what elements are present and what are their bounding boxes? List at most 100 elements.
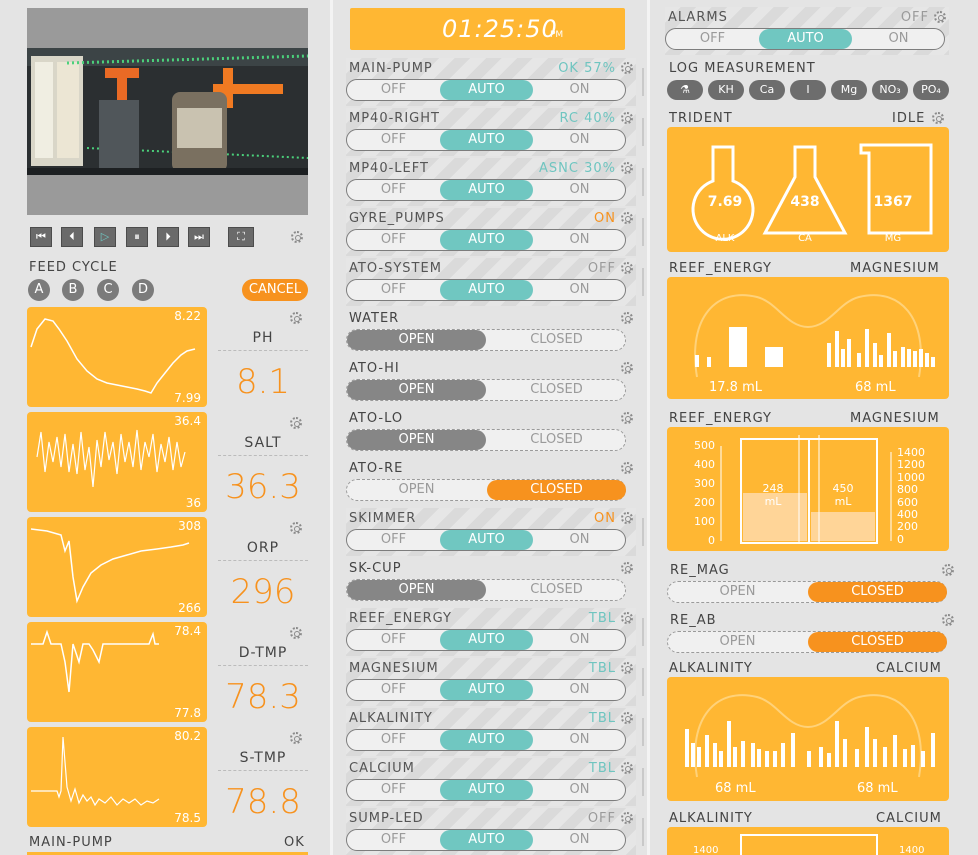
ato-lo-closed[interactable]: CLOSED xyxy=(530,432,583,447)
sk-cup-toggle[interactable]: OPEN CLOSED xyxy=(346,579,626,601)
sk-cup-closed[interactable]: CLOSED xyxy=(530,582,583,597)
ato-re-settings-icon[interactable] xyxy=(621,462,633,474)
magnesium-on[interactable]: ON xyxy=(569,682,590,697)
mp40-left-toggle[interactable]: OFF AUTO ON xyxy=(346,179,626,201)
ato-hi-open[interactable]: OPEN xyxy=(347,380,486,400)
ato-system-row[interactable]: ATO-SYSTEM OFF OFF AUTO ON xyxy=(346,258,644,306)
orp-settings-icon[interactable] xyxy=(290,522,302,534)
alkalinity-auto[interactable]: AUTO xyxy=(440,730,533,750)
alarms-toggle[interactable]: OFF AUTO ON xyxy=(665,28,945,50)
dose2-panel[interactable]: 68 mL 68 mL xyxy=(667,677,949,801)
ato-hi-row[interactable]: ATO-HI OPEN CLOSED xyxy=(346,358,636,406)
mp40-right-row[interactable]: MP40-RIGHT RC 40% OFF AUTO ON xyxy=(346,108,644,156)
alkalinity-toggle[interactable]: OFF AUTO ON xyxy=(346,729,626,751)
ato-hi-toggle[interactable]: OPEN CLOSED xyxy=(346,379,626,401)
sump-led-toggle[interactable]: OFF AUTO ON xyxy=(346,829,626,851)
magnesium-toggle[interactable]: OFF AUTO ON xyxy=(346,679,626,701)
water-settings-icon[interactable] xyxy=(621,312,633,324)
main-pump-off[interactable]: OFF xyxy=(380,82,407,97)
sump-temp-chart[interactable]: 80.2 78.5 xyxy=(27,727,207,827)
sump-led-off[interactable]: OFF xyxy=(380,832,407,847)
calcium-on[interactable]: ON xyxy=(569,782,590,797)
step-back-button[interactable]: ⏴ xyxy=(61,227,83,247)
log-no3-button[interactable]: NO₃ xyxy=(872,80,908,100)
ato-hi-closed[interactable]: CLOSED xyxy=(530,382,583,397)
log-kh-button[interactable]: KH xyxy=(708,80,744,100)
skimmer-toggle[interactable]: OFF AUTO ON xyxy=(346,529,626,551)
log-ca-button[interactable]: Ca xyxy=(749,80,785,100)
re-mag-settings-icon[interactable] xyxy=(942,564,954,576)
dose1-panel[interactable]: 17.8 mL 68 mL xyxy=(667,277,949,399)
calcium-row[interactable]: CALCIUM TBL OFF AUTO ON xyxy=(346,758,644,806)
sk-cup-open[interactable]: OPEN xyxy=(347,580,486,600)
re-ab-toggle[interactable]: OPEN CLOSED xyxy=(667,631,947,653)
water-row[interactable]: WATER OPEN CLOSED xyxy=(346,308,636,356)
ato-system-auto[interactable]: AUTO xyxy=(440,280,533,300)
orp-metric[interactable]: ORP 296 xyxy=(218,520,308,620)
salt-metric[interactable]: SALT 36.3 xyxy=(218,415,308,515)
alarms-settings-icon[interactable] xyxy=(934,11,946,23)
re-mag-row[interactable]: RE_MAG OPEN CLOSED xyxy=(667,560,957,608)
mp40-left-row[interactable]: MP40-LEFT ASNC 30% OFF AUTO ON xyxy=(346,158,644,206)
skimmer-auto[interactable]: AUTO xyxy=(440,530,533,550)
orp-chart[interactable]: 308 266 xyxy=(27,517,207,617)
re-ab-row[interactable]: RE_AB OPEN CLOSED xyxy=(667,610,957,658)
ph-metric[interactable]: PH 8.1 xyxy=(218,310,308,410)
reef-energy-off[interactable]: OFF xyxy=(380,632,407,647)
gyre-pumps-off[interactable]: OFF xyxy=(380,232,407,247)
feed-d-button[interactable]: D xyxy=(132,279,154,301)
alkalinity-on[interactable]: ON xyxy=(569,732,590,747)
ato-lo-open[interactable]: OPEN xyxy=(347,430,486,450)
water-closed[interactable]: CLOSED xyxy=(530,332,583,347)
sk-cup-settings-icon[interactable] xyxy=(621,562,633,574)
feed-b-button[interactable]: B xyxy=(62,279,84,301)
ato-re-row[interactable]: ATO-RE OPEN CLOSED xyxy=(346,458,636,506)
sump-led-on[interactable]: ON xyxy=(569,832,590,847)
salt-chart[interactable]: 36.4 36 xyxy=(27,412,207,512)
ato-re-open[interactable]: OPEN xyxy=(398,482,435,497)
display-temp-metric[interactable]: D-TMP 78.3 xyxy=(218,625,308,725)
mp40-right-off[interactable]: OFF xyxy=(380,132,407,147)
mp40-right-auto[interactable]: AUTO xyxy=(440,130,533,150)
skip-forward-button[interactable]: ⏭ xyxy=(188,227,210,247)
calcium-auto[interactable]: AUTO xyxy=(440,780,533,800)
skip-back-button[interactable]: ⏮ xyxy=(30,227,52,247)
mp40-left-off[interactable]: OFF xyxy=(380,182,407,197)
alkalinity-row[interactable]: ALKALINITY TBL OFF AUTO ON xyxy=(346,708,644,756)
salt-settings-icon[interactable] xyxy=(290,417,302,429)
ato-system-toggle[interactable]: OFF AUTO ON xyxy=(346,279,626,301)
ato-lo-row[interactable]: ATO-LO OPEN CLOSED xyxy=(346,408,636,456)
magnesium-row[interactable]: MAGNESIUM TBL OFF AUTO ON xyxy=(346,658,644,706)
main-pump-settings-icon[interactable] xyxy=(621,62,633,74)
magnesium-auto[interactable]: AUTO xyxy=(440,680,533,700)
re-ab-closed[interactable]: CLOSED xyxy=(808,632,947,652)
sump-led-row[interactable]: SUMP-LED OFF OFF AUTO ON xyxy=(346,808,644,855)
re-mag-open[interactable]: OPEN xyxy=(719,584,756,599)
sump-temp-settings-icon[interactable] xyxy=(290,732,302,744)
pause-button[interactable]: ⏸ xyxy=(126,227,148,247)
reef-energy-auto[interactable]: AUTO xyxy=(440,630,533,650)
skimmer-on[interactable]: ON xyxy=(569,532,590,547)
ato-lo-toggle[interactable]: OPEN CLOSED xyxy=(346,429,626,451)
display-temp-settings-icon[interactable] xyxy=(290,627,302,639)
ph-settings-icon[interactable] xyxy=(290,312,302,324)
gyre-pumps-on[interactable]: ON xyxy=(569,232,590,247)
skimmer-row[interactable]: SKIMMER ON OFF AUTO ON xyxy=(346,508,644,556)
reef-energy-settings-icon[interactable] xyxy=(621,612,633,624)
skimmer-settings-icon[interactable] xyxy=(621,512,633,524)
ato-system-off[interactable]: OFF xyxy=(380,282,407,297)
re-ab-open[interactable]: OPEN xyxy=(719,634,756,649)
water-open[interactable]: OPEN xyxy=(347,330,486,350)
tank2-panel[interactable]: 1400 1400 xyxy=(667,827,949,855)
mp40-right-on[interactable]: ON xyxy=(569,132,590,147)
trident-settings-icon[interactable] xyxy=(932,112,944,124)
reef-energy-on[interactable]: ON xyxy=(569,632,590,647)
alkalinity-off[interactable]: OFF xyxy=(380,732,407,747)
fullscreen-button[interactable]: ⛶ xyxy=(228,227,254,247)
mp40-right-settings-icon[interactable] xyxy=(621,112,633,124)
sump-temp-metric[interactable]: S-TMP 78.8 xyxy=(218,730,308,830)
calcium-toggle[interactable]: OFF AUTO ON xyxy=(346,779,626,801)
mp40-left-auto[interactable]: AUTO xyxy=(440,180,533,200)
reef-energy-row[interactable]: REEF_ENERGY TBL OFF AUTO ON xyxy=(346,608,644,656)
mp40-left-settings-icon[interactable] xyxy=(621,162,633,174)
